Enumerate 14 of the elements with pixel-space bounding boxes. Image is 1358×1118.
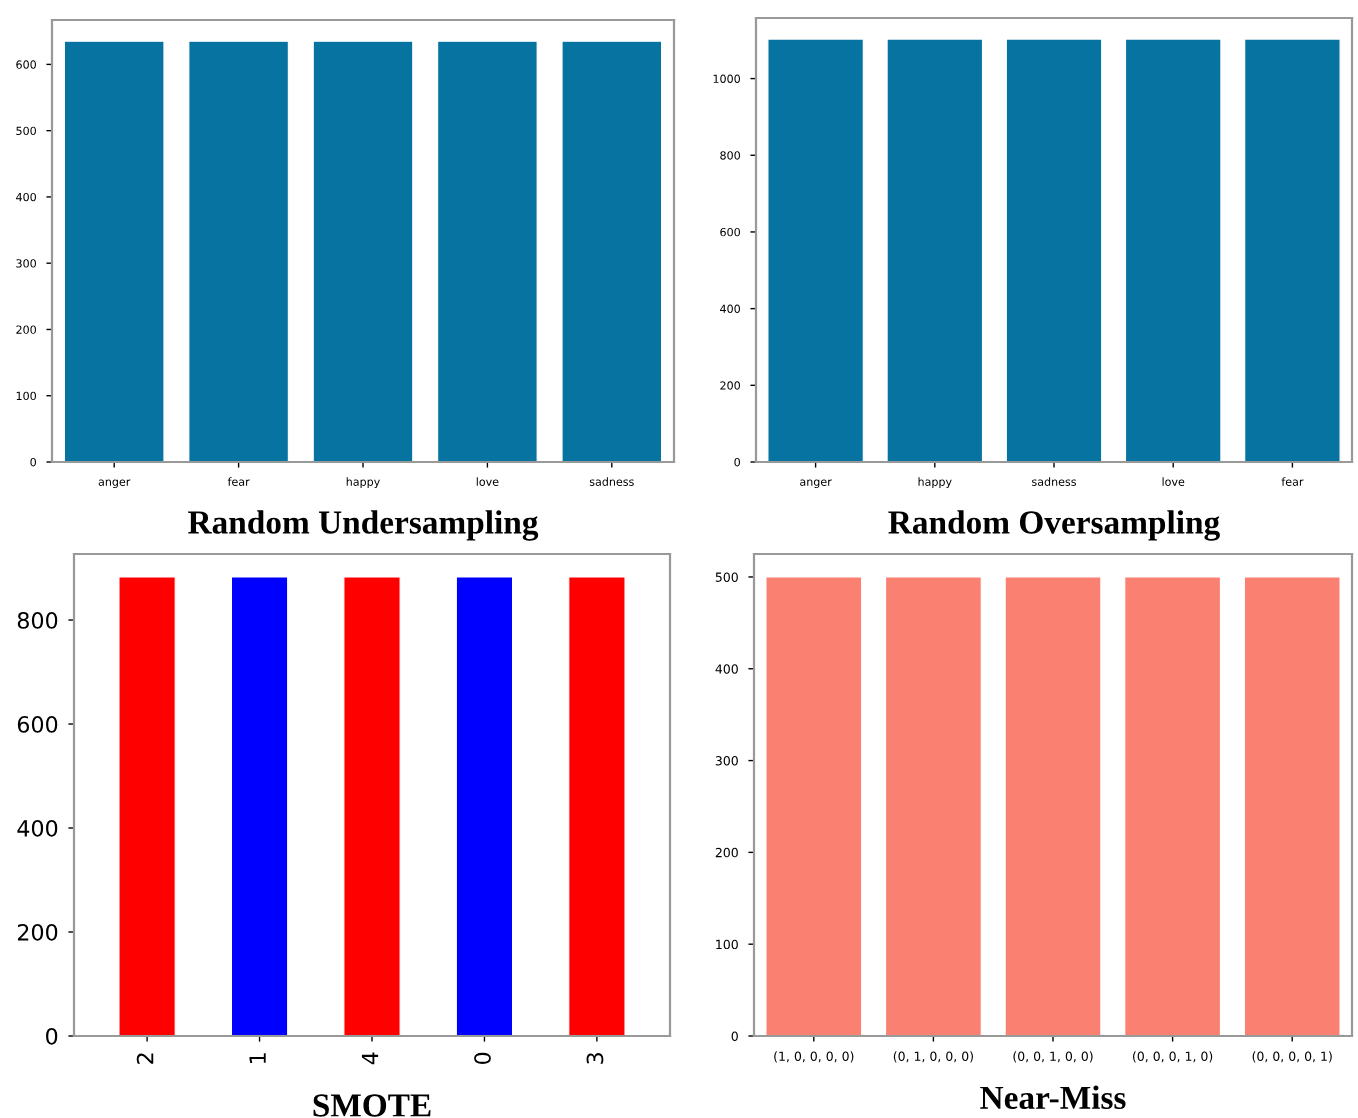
x-tick-label: 2 (136, 1053, 154, 1064)
y-tick-label: 0 (46, 1027, 58, 1045)
x-axis-title: Random Oversampling (888, 510, 1220, 541)
x-axis-title: SMOTE (313, 1094, 431, 1117)
y-tick-label: 400 (17, 819, 58, 837)
x-tick-label: 1 (249, 1053, 266, 1063)
x-axis-title: Near-Miss (980, 1085, 1126, 1110)
x-tick-label: 4 (361, 1052, 379, 1065)
y-tick-label: 200 (17, 923, 58, 941)
x-tick-label: 3 (586, 1053, 604, 1064)
x-tick-label: 0 (474, 1052, 491, 1064)
x-axis-title: Random Undersampling (188, 510, 539, 541)
y-tick-label: 600 (17, 715, 58, 733)
y-tick-label: 800 (17, 611, 58, 629)
